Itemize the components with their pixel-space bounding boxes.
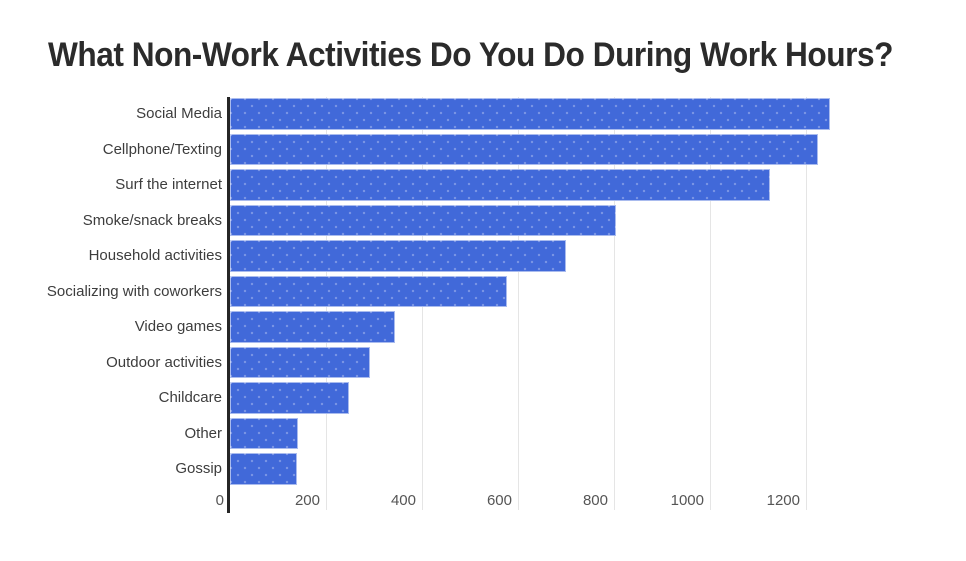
- category-label: Other: [184, 424, 222, 442]
- bar-video-games[interactable]: [230, 311, 396, 343]
- category-label: Gossip: [175, 460, 222, 477]
- gridline-x-1000: [710, 97, 711, 510]
- bar-household-activities[interactable]: [230, 240, 566, 272]
- category-label: Smoke/snack breaks: [82, 211, 222, 229]
- bar-cellphone-texting[interactable]: [230, 133, 818, 165]
- x-tick-label-800: 800: [582, 492, 608, 509]
- category-label: Childcare: [158, 389, 222, 406]
- gridline-x-600: [518, 97, 519, 510]
- bar-gossip[interactable]: [230, 453, 297, 485]
- plot-area: [227, 97, 902, 513]
- bar-socializing-with-coworkers[interactable]: [230, 275, 508, 307]
- category-label: Socializing with coworkers: [46, 282, 222, 300]
- category-label: Household activities: [88, 247, 222, 264]
- x-tick-label-1200: 1200: [766, 492, 800, 509]
- bar-other[interactable]: [230, 417, 298, 449]
- x-tick-label-0: 0: [215, 492, 224, 509]
- x-tick-label-600: 600: [486, 492, 512, 509]
- gridline-x-1200: [806, 97, 807, 510]
- x-tick-label-200: 200: [294, 492, 320, 509]
- chart-title: What Non-Work Activities Do You Do Durin…: [48, 36, 893, 74]
- bar-childcare[interactable]: [230, 382, 350, 414]
- category-label: Social Media: [136, 105, 222, 122]
- bar-smoke-snack-breaks[interactable]: [230, 204, 617, 236]
- category-label: Video games: [134, 318, 222, 335]
- x-tick-label-400: 400: [390, 492, 416, 509]
- gridline-x-800: [614, 97, 615, 510]
- x-tick-label-1000: 1000: [670, 492, 704, 509]
- category-label: Outdoor activities: [106, 353, 222, 371]
- y-axis-line: [227, 97, 230, 513]
- category-axis-labels: Social Media Cellphone/Texting Surf the in…: [0, 97, 222, 513]
- bar-social-media[interactable]: [230, 98, 830, 130]
- category-label: Surf the internet: [115, 176, 222, 193]
- bar-outdoor-activities[interactable]: [230, 346, 371, 378]
- bar-surf-the-internet[interactable]: [230, 169, 770, 201]
- category-label: Cellphone/Texting: [102, 140, 222, 158]
